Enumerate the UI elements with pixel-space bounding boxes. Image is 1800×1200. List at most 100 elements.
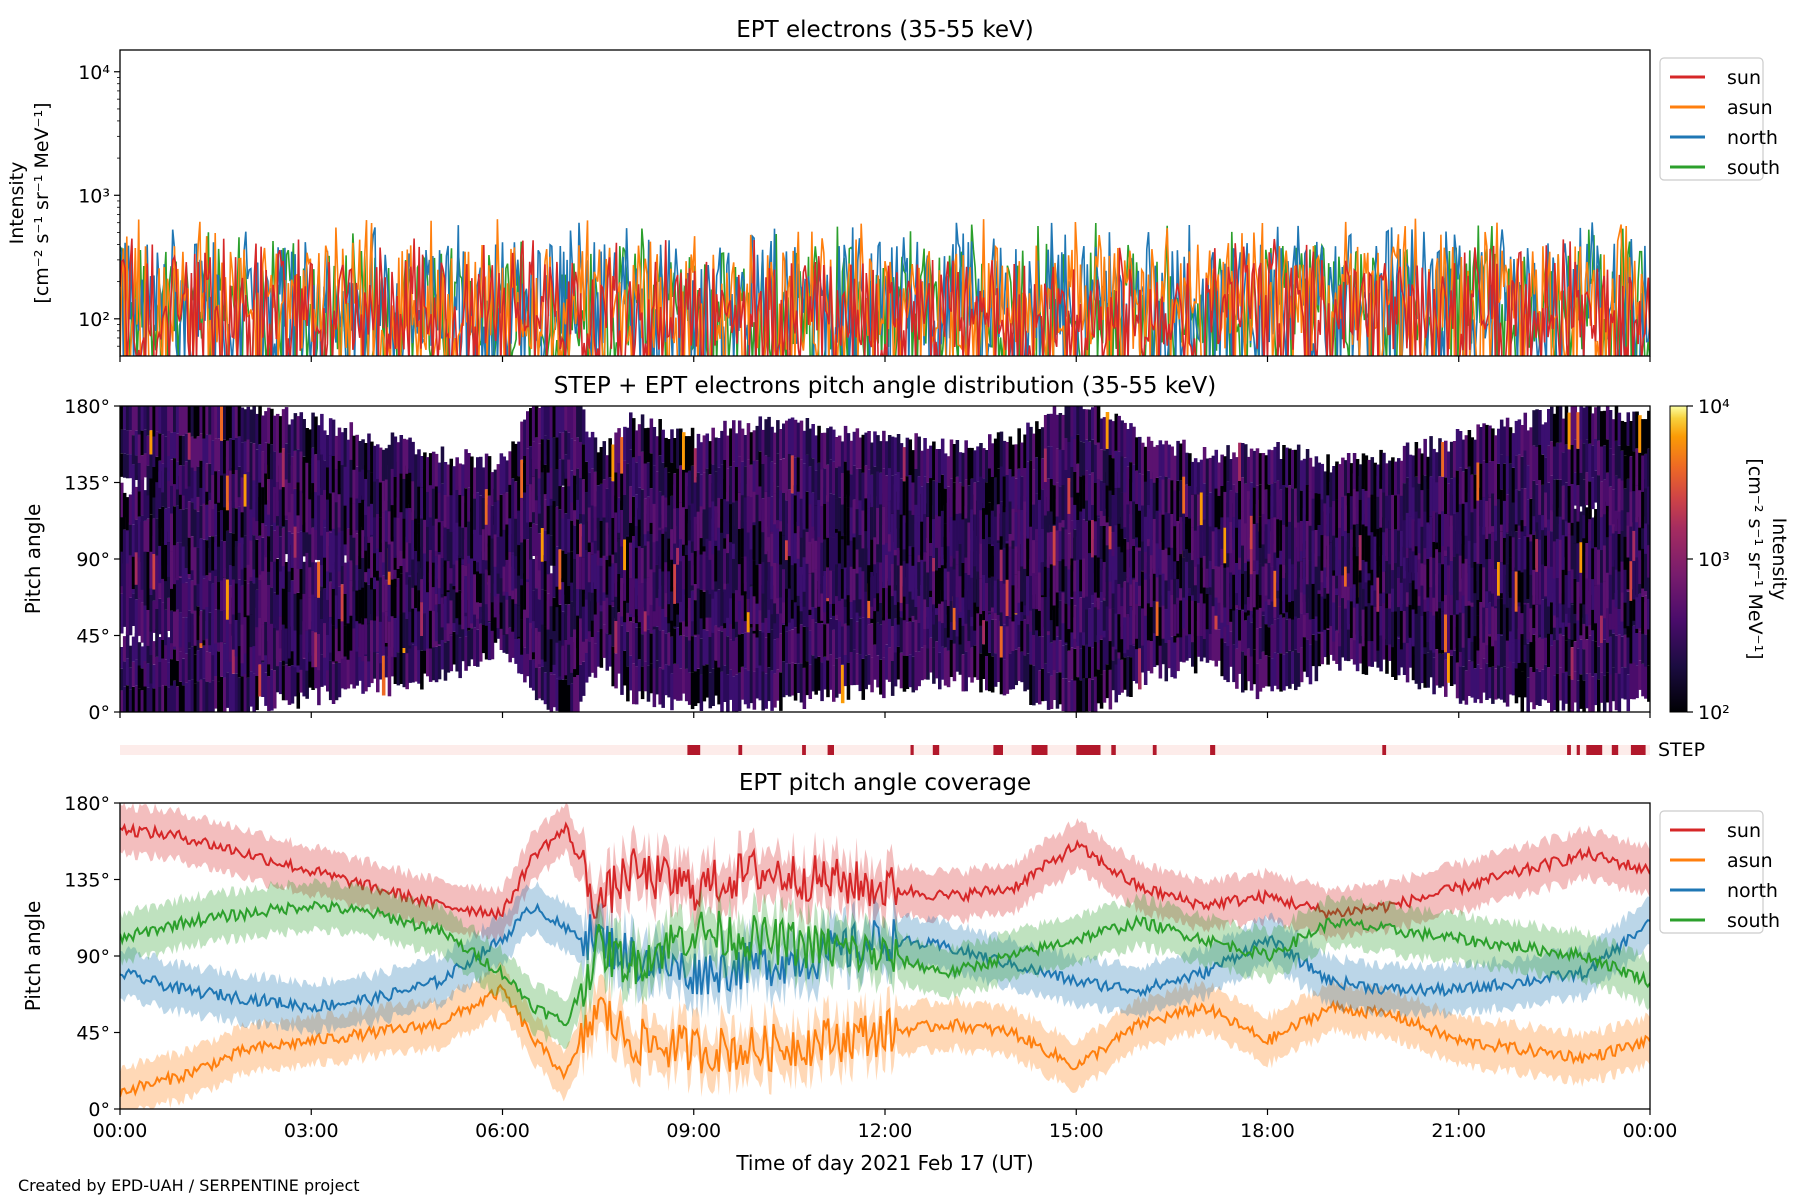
pad-cell bbox=[1158, 607, 1163, 646]
pad-cell bbox=[305, 462, 309, 498]
pad-cell bbox=[732, 558, 736, 594]
pad-cell bbox=[961, 654, 966, 692]
pad-cell bbox=[208, 500, 212, 537]
pad-cell bbox=[690, 552, 695, 586]
pad-cell bbox=[737, 527, 742, 565]
pad-cell bbox=[1017, 588, 1021, 625]
pad-cell bbox=[1114, 664, 1119, 703]
pad-cell bbox=[581, 444, 586, 480]
pad-cell bbox=[220, 676, 224, 712]
pad-cell bbox=[593, 553, 598, 589]
pad-cell bbox=[558, 459, 562, 487]
pad-cell bbox=[976, 481, 980, 516]
pad-cell bbox=[1108, 669, 1113, 710]
pad-cell bbox=[1211, 531, 1216, 570]
pad-cell bbox=[1226, 481, 1230, 518]
pad-cell bbox=[481, 498, 486, 530]
pad-cell bbox=[723, 628, 727, 666]
pad-cell bbox=[411, 520, 415, 560]
pad-cell bbox=[1088, 474, 1092, 507]
pad-cell bbox=[911, 621, 916, 657]
pad-cell bbox=[1170, 636, 1174, 678]
pad-cell bbox=[270, 444, 274, 480]
pad-cell bbox=[264, 621, 268, 656]
pad-cell bbox=[331, 625, 336, 662]
pad-cell bbox=[961, 519, 966, 553]
pad-cell bbox=[702, 629, 707, 666]
pad-cell bbox=[885, 610, 889, 645]
pad-cell bbox=[1282, 484, 1286, 525]
pad-cell bbox=[902, 447, 907, 482]
pad-cell bbox=[1241, 651, 1245, 693]
pad-cell bbox=[1152, 518, 1157, 555]
pad-cell bbox=[652, 465, 657, 504]
pad-cell bbox=[743, 497, 748, 529]
pad-cell bbox=[446, 553, 451, 591]
pad-cell bbox=[523, 609, 527, 646]
pad-cell bbox=[211, 648, 215, 681]
pad-cell bbox=[1076, 463, 1080, 493]
pad-cell bbox=[602, 591, 607, 625]
pad-cell bbox=[670, 559, 674, 592]
pad-cell bbox=[1126, 466, 1130, 505]
pad-cell bbox=[264, 588, 268, 622]
pad-cell bbox=[378, 517, 383, 553]
pad-cell bbox=[1311, 466, 1316, 499]
pad-cell bbox=[1326, 629, 1330, 665]
pad-cell bbox=[567, 519, 571, 553]
pad-cell bbox=[1120, 492, 1124, 529]
pad-cell bbox=[917, 651, 921, 687]
pad-cell bbox=[1244, 523, 1248, 563]
pad-cell bbox=[1288, 650, 1292, 689]
pad-cell bbox=[511, 599, 515, 632]
pad-cell bbox=[481, 529, 486, 560]
pad-cell bbox=[946, 650, 951, 688]
pad-cell bbox=[481, 619, 486, 654]
pad-cell bbox=[270, 525, 274, 562]
pad-cell bbox=[334, 469, 339, 503]
pad-cell bbox=[1079, 680, 1083, 712]
pad-cell bbox=[661, 669, 665, 708]
pad-cell bbox=[843, 567, 848, 600]
pad-cell bbox=[426, 611, 430, 649]
pad-cell bbox=[196, 606, 201, 641]
pad-cell bbox=[173, 506, 177, 546]
pad-cell bbox=[1249, 537, 1254, 575]
pad-cell bbox=[1185, 628, 1189, 661]
pad-cell bbox=[405, 618, 409, 654]
pad-cell bbox=[611, 563, 615, 601]
pad-cell bbox=[567, 432, 571, 460]
pad-cell bbox=[134, 599, 139, 637]
pad-cell bbox=[1070, 558, 1074, 597]
pad-cell bbox=[596, 597, 601, 632]
pad-cell bbox=[552, 597, 557, 632]
pad-cell bbox=[428, 644, 433, 682]
pad-cell bbox=[273, 628, 277, 666]
pad-cell bbox=[849, 651, 854, 686]
pad-cell bbox=[120, 647, 124, 669]
pad-cell bbox=[1141, 639, 1145, 673]
pad-cell bbox=[1308, 525, 1313, 560]
pad-cell bbox=[1229, 490, 1233, 522]
pad-cell bbox=[687, 672, 692, 705]
pad-cell bbox=[196, 547, 201, 584]
pad-cell bbox=[634, 430, 639, 463]
pad-cell bbox=[505, 599, 509, 635]
pad-cell bbox=[178, 509, 183, 543]
pad-cell bbox=[873, 564, 877, 599]
pad-cell bbox=[449, 531, 454, 569]
pad-cell bbox=[534, 524, 539, 556]
pad-cell bbox=[455, 634, 459, 672]
pad-cell bbox=[1032, 504, 1036, 541]
pad-cell bbox=[1102, 526, 1107, 562]
pad-cell bbox=[275, 594, 280, 631]
pad-cell bbox=[1288, 485, 1292, 522]
pad-cell bbox=[361, 439, 365, 470]
pad-cell bbox=[255, 539, 259, 578]
pad-cell bbox=[761, 464, 765, 499]
pad-cell bbox=[1049, 609, 1054, 643]
pad-cell bbox=[361, 655, 365, 694]
pad-cell bbox=[911, 585, 916, 616]
pad-cell bbox=[243, 535, 248, 568]
pad-cell bbox=[511, 554, 515, 591]
